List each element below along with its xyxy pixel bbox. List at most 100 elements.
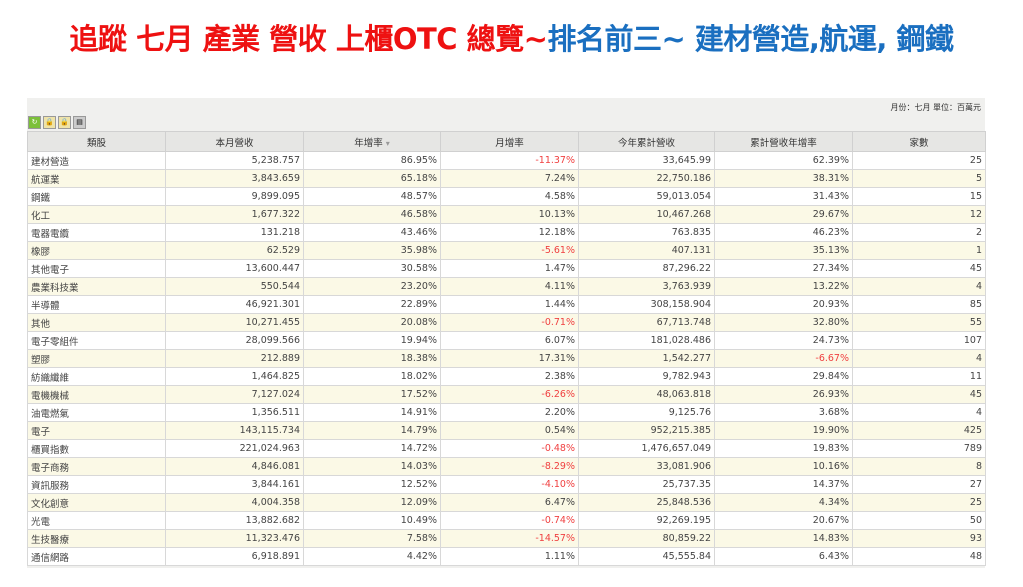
table-row[interactable]: 電子商務 4,846.081 14.03% -8.29% 33,081.906 10.16… bbox=[27, 457, 986, 476]
industry-cell: 電子零組件 bbox=[27, 331, 166, 350]
monthly-revenue-cell: 3,843.659 bbox=[165, 169, 304, 188]
industry-cell: 電器電纜 bbox=[27, 223, 166, 242]
toolbar: ↻ 🔒 🔒 ▤ bbox=[28, 116, 86, 129]
ytd-revenue-cell: 33,645.99 bbox=[578, 151, 715, 170]
col-header-company-count[interactable]: 家數 bbox=[852, 131, 986, 152]
mom-cell: 0.54% bbox=[440, 421, 579, 440]
lock-icon[interactable]: 🔒 bbox=[58, 116, 71, 129]
col-header-ytd-yoy[interactable]: 累計營收年增率 bbox=[714, 131, 853, 152]
table-row[interactable]: 櫃買指數 221,024.963 14.72% -0.48% 1,476,657.049… bbox=[27, 439, 986, 458]
company-count-cell: 15 bbox=[852, 187, 986, 206]
ytd-yoy-cell: 19.83% bbox=[714, 439, 853, 458]
ytd-revenue-cell: 763.835 bbox=[578, 223, 715, 242]
table-row[interactable]: 塑膠 212.889 18.38% 17.31% 1,542.277 -6.67% 4 bbox=[27, 349, 986, 368]
table-row[interactable]: 電機機械 7,127.024 17.52% -6.26% 48,063.818 26.93… bbox=[27, 385, 986, 404]
yoy-cell: 65.18% bbox=[303, 169, 441, 188]
monthly-revenue-cell: 28,099.566 bbox=[165, 331, 304, 350]
table-row[interactable]: 資訊服務 3,844.161 12.52% -4.10% 25,737.35 14.37%… bbox=[27, 475, 986, 494]
table-row[interactable]: 鋼鐵 9,899.095 48.57% 4.58% 59,013.054 31.43% 15 bbox=[27, 187, 986, 206]
table-row[interactable]: 航運業 3,843.659 65.18% 7.24% 22,750.186 38.31% 5 bbox=[27, 169, 986, 188]
monthly-revenue-cell: 13,882.682 bbox=[165, 511, 304, 530]
col-header-mom[interactable]: 月增率 bbox=[440, 131, 579, 152]
table-row[interactable]: 電子 143,115.734 14.79% 0.54% 952,215.385 19.90… bbox=[27, 421, 986, 440]
month-unit-label: 月份：七月 單位：百萬元 bbox=[890, 103, 981, 112]
col-header-industry[interactable]: 類股 bbox=[27, 131, 166, 152]
yoy-cell: 14.79% bbox=[303, 421, 441, 440]
monthly-revenue-cell: 221,024.963 bbox=[165, 439, 304, 458]
industry-cell: 電子 bbox=[27, 421, 166, 440]
monthly-revenue-cell: 131.218 bbox=[165, 223, 304, 242]
yoy-cell: 19.94% bbox=[303, 331, 441, 350]
col-header-monthly-revenue[interactable]: 本月營收 bbox=[165, 131, 304, 152]
mom-cell: -4.10% bbox=[440, 475, 579, 494]
table-row[interactable]: 橡膠 62.529 35.98% -5.61% 407.131 35.13% 1 bbox=[27, 241, 986, 260]
company-count-cell: 425 bbox=[852, 421, 986, 440]
mom-cell: 1.47% bbox=[440, 259, 579, 278]
industry-cell: 化工 bbox=[27, 205, 166, 224]
industry-cell: 油電燃氣 bbox=[27, 403, 166, 422]
ytd-yoy-cell: 20.67% bbox=[714, 511, 853, 530]
ytd-yoy-cell: 24.73% bbox=[714, 331, 853, 350]
table-row[interactable]: 文化創意 4,004.358 12.09% 6.47% 25,848.536 4.34% 2… bbox=[27, 493, 986, 512]
ytd-yoy-cell: 38.31% bbox=[714, 169, 853, 188]
mom-cell: -0.74% bbox=[440, 511, 579, 530]
yoy-cell: 35.98% bbox=[303, 241, 441, 260]
table-row[interactable]: 其他 10,271.455 20.08% -0.71% 67,713.748 32.80%… bbox=[27, 313, 986, 332]
table-row[interactable]: 半導體 46,921.301 22.89% 1.44% 308,158.904 20.93… bbox=[27, 295, 986, 314]
yoy-cell: 48.57% bbox=[303, 187, 441, 206]
col-header-ytd-revenue[interactable]: 今年累計營收 bbox=[578, 131, 715, 152]
ytd-revenue-cell: 92,269.195 bbox=[578, 511, 715, 530]
table-row[interactable]: 電器電纜 131.218 43.46% 12.18% 763.835 46.23% 2 bbox=[27, 223, 986, 242]
ytd-yoy-cell: 27.34% bbox=[714, 259, 853, 278]
monthly-revenue-cell: 1,356.511 bbox=[165, 403, 304, 422]
table-row[interactable]: 光電 13,882.682 10.49% -0.74% 92,269.195 20.67%… bbox=[27, 511, 986, 530]
table-row[interactable]: 紡織纖維 1,464.825 18.02% 2.38% 9,782.943 29.84% 1… bbox=[27, 367, 986, 386]
col-header-yoy[interactable]: 年增率 ▾ bbox=[303, 131, 441, 152]
table-row[interactable]: 電子零組件 28,099.566 19.94% 6.07% 181,028.486 24.… bbox=[27, 331, 986, 350]
csv-icon[interactable]: ↻ bbox=[28, 116, 41, 129]
ytd-revenue-cell: 67,713.748 bbox=[578, 313, 715, 332]
monthly-revenue-cell: 550.544 bbox=[165, 277, 304, 296]
ytd-revenue-cell: 181,028.486 bbox=[578, 331, 715, 350]
mom-cell: -14.57% bbox=[440, 529, 579, 548]
yoy-cell: 10.49% bbox=[303, 511, 441, 530]
yoy-cell: 14.91% bbox=[303, 403, 441, 422]
company-count-cell: 107 bbox=[852, 331, 986, 350]
mom-cell: 1.11% bbox=[440, 547, 579, 566]
mom-cell: 6.07% bbox=[440, 331, 579, 350]
table-row[interactable]: 其他電子 13,600.447 30.58% 1.47% 87,296.22 27.34%… bbox=[27, 259, 986, 278]
yoy-cell: 43.46% bbox=[303, 223, 441, 242]
industry-cell: 紡織纖維 bbox=[27, 367, 166, 386]
table-row[interactable]: 油電燃氣 1,356.511 14.91% 2.20% 9,125.76 3.68% 4 bbox=[27, 403, 986, 422]
print-icon[interactable]: ▤ bbox=[73, 116, 86, 129]
yoy-cell: 14.03% bbox=[303, 457, 441, 476]
ytd-yoy-cell: 46.23% bbox=[714, 223, 853, 242]
monthly-revenue-cell: 1,677.322 bbox=[165, 205, 304, 224]
industry-cell: 半導體 bbox=[27, 295, 166, 314]
table-row[interactable]: 建材營造 5,238.757 86.95% -11.37% 33,645.99 62.39… bbox=[27, 151, 986, 170]
industry-cell: 塑膠 bbox=[27, 349, 166, 368]
mom-cell: 2.38% bbox=[440, 367, 579, 386]
mom-cell: 10.13% bbox=[440, 205, 579, 224]
industry-cell: 橡膠 bbox=[27, 241, 166, 260]
monthly-revenue-cell: 10,271.455 bbox=[165, 313, 304, 332]
company-count-cell: 1 bbox=[852, 241, 986, 260]
ytd-yoy-cell: -6.67% bbox=[714, 349, 853, 368]
lock-icon[interactable]: 🔒 bbox=[43, 116, 56, 129]
table-row[interactable]: 化工 1,677.322 46.58% 10.13% 10,467.268 29.67% 1… bbox=[27, 205, 986, 224]
industry-cell: 生技醫療 bbox=[27, 529, 166, 548]
industry-cell: 電機機械 bbox=[27, 385, 166, 404]
yoy-cell: 86.95% bbox=[303, 151, 441, 170]
industry-cell: 通信網路 bbox=[27, 547, 166, 566]
table-row[interactable]: 生技醫療 11,323.476 7.58% -14.57% 80,859.22 14.83… bbox=[27, 529, 986, 548]
monthly-revenue-cell: 7,127.024 bbox=[165, 385, 304, 404]
company-count-cell: 25 bbox=[852, 151, 986, 170]
monthly-revenue-cell: 46,921.301 bbox=[165, 295, 304, 314]
table-row[interactable]: 通信網路 6,918.891 4.42% 1.11% 45,555.84 6.43% 48 bbox=[27, 547, 986, 566]
company-count-cell: 789 bbox=[852, 439, 986, 458]
company-count-cell: 48 bbox=[852, 547, 986, 566]
monthly-revenue-cell: 11,323.476 bbox=[165, 529, 304, 548]
mom-cell: -6.26% bbox=[440, 385, 579, 404]
table-row[interactable]: 農業科技業 550.544 23.20% 4.11% 3,763.939 13.22% 4 bbox=[27, 277, 986, 296]
mom-cell: 17.31% bbox=[440, 349, 579, 368]
